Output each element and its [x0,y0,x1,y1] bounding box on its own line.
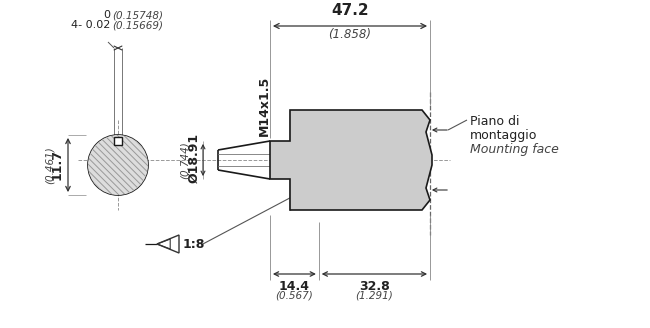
Text: Ø18.91: Ø18.91 [187,133,200,183]
Text: Mounting face: Mounting face [470,143,559,156]
Text: (0.461): (0.461) [45,146,55,184]
Ellipse shape [88,135,148,195]
Text: (0.567): (0.567) [276,290,313,300]
Text: montaggio: montaggio [470,129,538,142]
Text: 11.7: 11.7 [51,150,64,180]
Text: (1.858): (1.858) [328,28,372,41]
Text: 0: 0 [103,10,110,20]
Text: (0.744): (0.744) [180,141,190,179]
Text: 4- 0.02: 4- 0.02 [71,20,110,30]
Text: Piano di: Piano di [470,115,519,128]
Text: (0.15748): (0.15748) [112,10,163,20]
Text: 32.8: 32.8 [359,280,390,293]
Text: 14.4: 14.4 [279,280,310,293]
Text: M14x1.5: M14x1.5 [257,76,270,136]
Text: (1.291): (1.291) [356,290,393,300]
Polygon shape [270,110,432,210]
Ellipse shape [88,135,148,195]
Polygon shape [114,137,122,145]
Text: (0.15669): (0.15669) [112,20,163,30]
Text: 47.2: 47.2 [332,3,369,18]
Text: 1:8: 1:8 [183,237,205,251]
